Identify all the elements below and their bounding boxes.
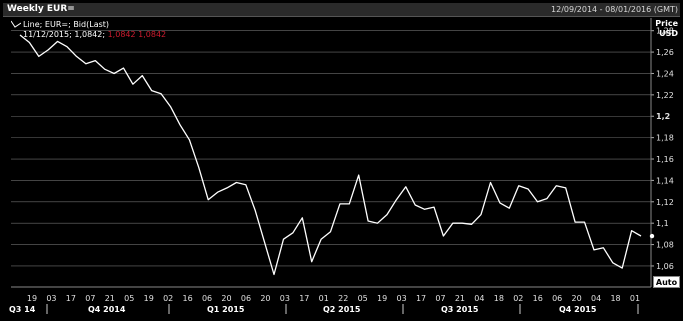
last-value-marker [649,233,655,239]
x-tick-label: 06 [552,294,562,303]
x-tick-label: 19 [144,294,154,303]
y-tick-label: 1,1 [656,219,669,228]
y-tick-label: 1,18 [656,134,674,143]
y-tick-label: 1,22 [656,91,674,100]
x-tick-label: 07 [435,294,445,303]
y-tick-label: 1,08 [656,241,674,250]
x-tick-label: 20 [260,294,270,303]
x-tick-label: 20 [572,294,582,303]
x-tick-label: 21 [105,294,115,303]
x-tick-label: 16 [533,294,543,303]
x-tick-label: 16 [183,294,193,303]
series-line-eur [19,34,642,276]
price-axis-label: Price [655,19,678,28]
x-tick-label: 02 [163,294,173,303]
x-tick-label: 06 [241,294,251,303]
date-range[interactable]: 12/09/2014 - 08/01/2016 (GMT) [551,5,678,14]
chart-title: Weekly EUR= [7,4,75,14]
x-tick-label: 19 [377,294,387,303]
x-tick-label: 22 [338,294,348,303]
chart-legend: Line; EUR=; Bid(Last) 11/12/2015; 1,0842… [11,20,166,40]
y-tick-label: 1,14 [656,176,674,185]
x-period-label: Q4 2015 [559,305,597,314]
price-axis-unit: USD [659,29,678,38]
x-tick-label: 04 [474,294,484,303]
y-tick-label: 1,2 [656,112,670,121]
x-period-label: Q2 2015 [323,305,361,314]
x-period-label: Q3 2015 [441,305,479,314]
x-tick-label: 03 [396,294,406,303]
y-tick-label: 1,16 [656,155,674,164]
x-tick-label: 18 [610,294,620,303]
x-period-label: Q1 2015 [207,305,245,314]
chart-header: Weekly EUR= 12/09/2014 - 08/01/2016 (GMT… [3,3,680,17]
x-tick-label: 06 [202,294,212,303]
x-tick-label: 17 [299,294,309,303]
x-tick-label: 05 [358,294,368,303]
x-tick-label: 04 [591,294,601,303]
x-tick-label: 03 [280,294,290,303]
x-tick-label: 21 [455,294,465,303]
y-tick-label: 1,06 [656,262,674,271]
x-tick-label: 19 [27,294,37,303]
x-period-label: Q4 2014 [88,305,126,314]
x-tick-label: 20 [221,294,231,303]
x-tick-label: 01 [319,294,329,303]
price-axis-header: Price USD [655,19,678,39]
line-series-icon [11,20,21,28]
x-tick-label: 17 [66,294,76,303]
chart-window: Weekly EUR= 12/09/2014 - 08/01/2016 (GMT… [3,3,680,318]
x-period-label: Q3 14 [9,305,36,314]
x-tick-label: 17 [416,294,426,303]
price-chart[interactable]: 1,28 1,26 1,24 1,22 1,2 1,18 1,16 1,14 1,12 1,1 1,… [3,3,680,318]
legend-last-value: 11/12/2015; 1,0842; [23,30,106,39]
auto-scale-button[interactable]: Auto [653,276,680,288]
x-tick-label: 03 [46,294,56,303]
y-tick-label: 1,26 [656,48,674,57]
legend-extra-values: 1,0842 1,0842 [107,30,167,39]
x-tick-label: 18 [494,294,504,303]
x-tick-label: 05 [124,294,134,303]
legend-series-label: Line; EUR=; Bid(Last) [23,20,110,29]
x-tick-label: 02 [513,294,523,303]
x-tick-label: 07 [85,294,95,303]
y-tick-label: 1,12 [656,198,674,207]
y-tick-label: 1,24 [656,69,674,78]
y-tick-label: 1,28 [656,27,674,36]
x-tick-label: 01 [630,294,640,303]
